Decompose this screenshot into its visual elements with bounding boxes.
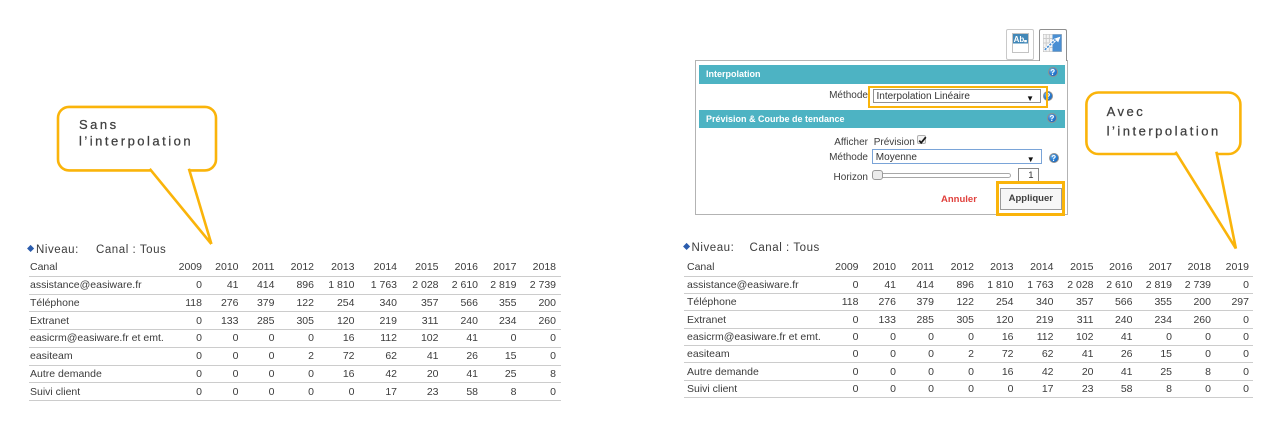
svg-text:Ab: Ab (1014, 35, 1025, 44)
svg-text:l’interpolation: l’interpolation (1107, 124, 1221, 139)
svg-text:Avec: Avec (1107, 104, 1146, 119)
svg-text:l’interpolation: l’interpolation (79, 134, 193, 149)
svg-text:Sans: Sans (79, 117, 119, 132)
